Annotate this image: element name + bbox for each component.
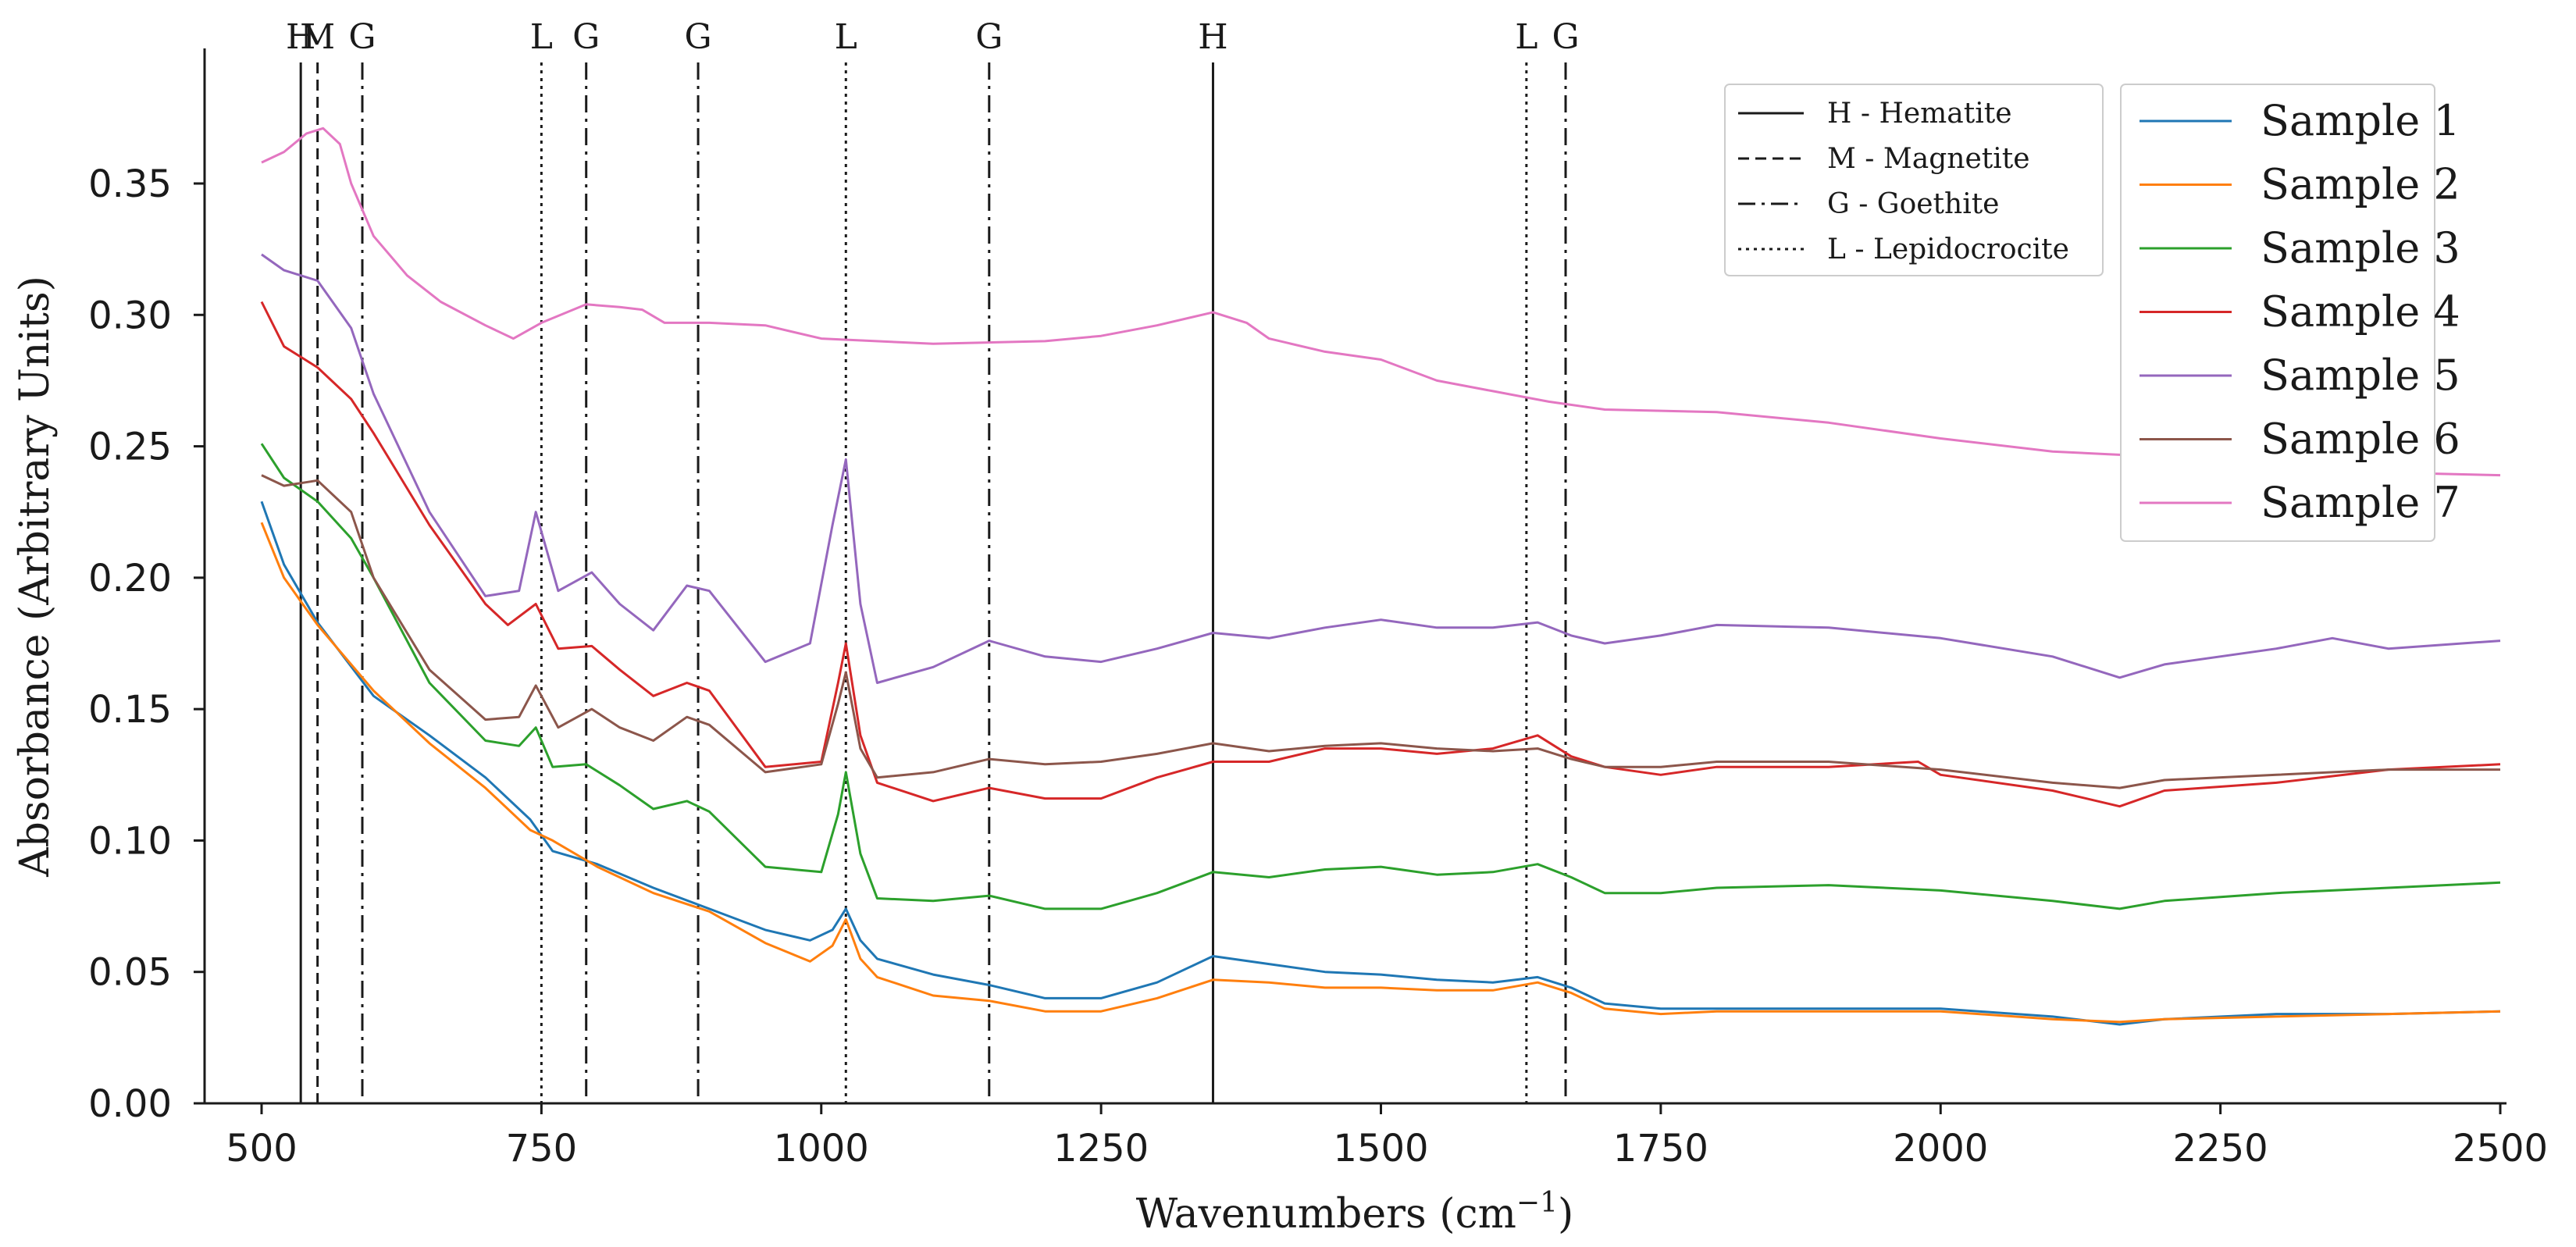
x-tick-label: 1250 (1053, 1127, 1149, 1170)
sample-legend-box (2120, 84, 2435, 542)
mineral-legend-label: M - Magnetite (1827, 143, 2030, 175)
y-axis-title: Absorbance (Arbitrary Units) (12, 276, 59, 878)
x-tick-label: 1000 (774, 1127, 869, 1170)
marker-label-L: L (1515, 17, 1537, 57)
x-tick-label: 2500 (2453, 1127, 2548, 1170)
x-tick-label: 1500 (1333, 1127, 1428, 1170)
y-tick-label: 0.05 (88, 951, 172, 995)
series-line-sample-3 (260, 443, 2501, 910)
y-tick-label: 0.00 (88, 1082, 172, 1126)
x-axis-title-close: ) (1558, 1191, 1573, 1238)
axes (203, 48, 2507, 1105)
mineral-reference-lines: HM G L G G L G H L G (286, 17, 1580, 1103)
x-tick-label: 2000 (1893, 1127, 1988, 1170)
marker-label-G: G (684, 17, 711, 57)
marker-label-H: H (1198, 17, 1227, 57)
series-line-sample-7 (261, 126, 2501, 477)
sample-legend: Sample 1 Sample 2 Sample 3 Sample 4 Sample 5… (2120, 84, 2460, 542)
mineral-legend-box (1724, 84, 2104, 276)
marker-label-G: G (572, 17, 600, 57)
series-line-sample-6 (261, 474, 2500, 789)
y-tick-label: 0.30 (88, 294, 172, 337)
x-tick-label: 750 (506, 1127, 578, 1170)
sample-legend-label: Sample 7 (2261, 478, 2460, 527)
sample-legend-label: Sample 1 (2261, 96, 2460, 145)
x-axis-title-main: Wavenumbers (cm (1136, 1191, 1516, 1238)
marker-label-G: G (348, 17, 376, 57)
x-axis-title-exponent: −1 (1516, 1187, 1558, 1219)
sample-legend-label: Sample 4 (2261, 287, 2460, 337)
sample-legend-label: Sample 2 (2261, 160, 2460, 209)
mineral-legend-label: G - Goethite (1827, 188, 1999, 220)
marker-label-M: M (300, 17, 335, 57)
series-line-sample-1 (260, 501, 2501, 1026)
x-tick-label: 500 (226, 1127, 298, 1170)
series-line-sample-5 (261, 253, 2501, 684)
marker-label-L: L (530, 17, 553, 57)
tick-marks: 500 750 1000 1250 1500 1750 2000 2250 2500 0.00 0.… (88, 162, 2548, 1170)
marker-label-H: H (286, 17, 315, 57)
mineral-legend-label: H - Hematite (1827, 98, 2012, 130)
series-line-sample-2 (260, 522, 2501, 1024)
sample-legend-label: Sample 5 (2261, 351, 2460, 400)
spectra-series (260, 126, 2501, 1026)
y-tick-label: 0.35 (88, 162, 172, 206)
mineral-legend-label: L - Lepidocrocite (1827, 233, 2069, 265)
x-tick-label: 1750 (1613, 1127, 1708, 1170)
sample-legend-label: Sample 3 (2261, 223, 2460, 273)
x-tick-label: 2250 (2173, 1127, 2268, 1170)
y-tick-label: 0.25 (88, 426, 172, 469)
marker-label-G: G (1552, 17, 1579, 57)
mineral-legend: H - Hematite M - Magnetite G - Goethite L -… (1724, 84, 2104, 276)
y-tick-label: 0.15 (88, 688, 172, 732)
marker-label-L: L (835, 17, 857, 57)
marker-label-G: G (975, 17, 1003, 57)
y-tick-label: 0.10 (88, 819, 172, 863)
y-tick-label: 0.20 (88, 557, 172, 600)
x-axis-title: Wavenumbers (cm−1) (1136, 1187, 1574, 1238)
sample-legend-label: Sample 6 (2261, 415, 2460, 464)
